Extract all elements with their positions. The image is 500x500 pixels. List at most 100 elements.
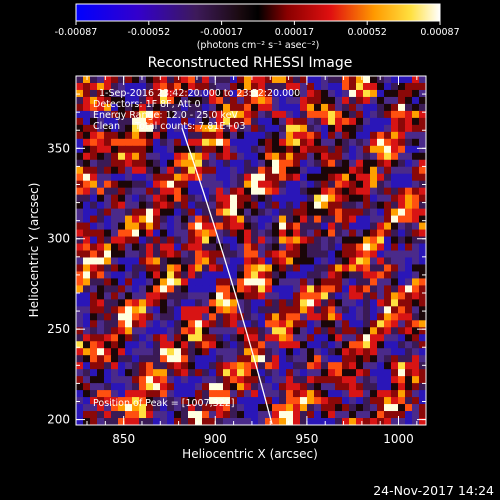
- image-pixel: [118, 138, 126, 147]
- image-pixel: [202, 82, 210, 91]
- image-pixel: [335, 201, 343, 210]
- image-pixel: [83, 229, 91, 237]
- image-pixel: [384, 278, 392, 286]
- image-pixel: [90, 327, 98, 335]
- image-pixel: [293, 334, 301, 342]
- image-pixel: [216, 292, 224, 300]
- image-pixel: [104, 348, 112, 356]
- image-pixel: [419, 236, 427, 244]
- image-pixel: [251, 229, 259, 237]
- image-pixel: [384, 131, 392, 140]
- image-pixel: [174, 306, 182, 314]
- image-pixel: [97, 383, 105, 391]
- image-pixel: [300, 96, 308, 105]
- image-pixel: [181, 278, 189, 286]
- image-pixel: [160, 404, 168, 412]
- image-pixel: [335, 173, 343, 182]
- image-pixel: [412, 229, 420, 237]
- image-pixel: [230, 159, 238, 168]
- image-pixel: [167, 313, 175, 321]
- colorbar: -0.00087 -0.00052 -0.00017 0.00017 0.00052 0.…: [55, 3, 460, 51]
- image-pixel: [349, 257, 357, 265]
- image-pixel: [265, 334, 273, 342]
- image-pixel: [307, 124, 315, 133]
- image-pixel: [363, 110, 371, 119]
- image-pixel: [335, 152, 343, 161]
- image-pixel: [314, 411, 322, 419]
- image-pixel: [223, 138, 231, 147]
- image-pixel: [342, 257, 350, 265]
- image-pixel: [265, 76, 273, 84]
- image-pixel: [139, 278, 147, 286]
- image-pixel: [83, 236, 91, 244]
- image-pixel: [118, 341, 126, 349]
- image-pixel: [97, 222, 105, 230]
- image-pixel: [286, 348, 294, 356]
- image-pixel: [237, 173, 245, 182]
- image-pixel: [111, 418, 119, 426]
- image-pixel: [202, 292, 210, 300]
- image-pixel: [258, 390, 266, 398]
- image-pixel: [118, 131, 126, 140]
- image-pixel: [293, 243, 301, 251]
- image-pixel: [293, 201, 301, 210]
- image-pixel: [363, 341, 371, 349]
- image-pixel: [230, 166, 238, 175]
- image-pixel: [342, 348, 350, 356]
- image-pixel: [174, 131, 182, 140]
- image-pixel: [146, 145, 154, 154]
- image-pixel: [216, 418, 224, 426]
- image-pixel: [342, 285, 350, 293]
- image-pixel: [118, 76, 126, 84]
- image-pixel: [118, 222, 126, 230]
- image-pixel: [244, 152, 252, 161]
- image-pixel: [244, 229, 252, 237]
- image-pixel: [370, 194, 378, 203]
- image-pixel: [111, 215, 119, 223]
- image-pixel: [356, 355, 364, 363]
- image-pixel: [167, 173, 175, 182]
- image-pixel: [307, 257, 315, 265]
- image-pixel: [83, 299, 91, 307]
- image-pixel: [139, 327, 147, 335]
- image-pixel: [265, 250, 273, 258]
- image-pixel: [377, 320, 385, 328]
- image-pixel: [111, 369, 119, 377]
- image-pixel: [321, 103, 329, 112]
- image-pixel: [349, 103, 357, 112]
- image-pixel: [111, 348, 119, 356]
- image-pixel: [370, 201, 378, 210]
- image-pixel: [405, 89, 413, 98]
- image-pixel: [349, 264, 357, 272]
- image-pixel: [293, 82, 301, 91]
- image-pixel: [223, 131, 231, 140]
- image-pixel: [419, 96, 427, 105]
- image-pixel: [328, 103, 336, 112]
- image-pixel: [363, 397, 371, 405]
- image-pixel: [97, 334, 105, 342]
- image-pixel: [328, 397, 336, 405]
- image-pixel: [160, 362, 168, 370]
- image-pixel: [230, 376, 238, 384]
- image-pixel: [419, 124, 427, 133]
- image-pixel: [328, 76, 336, 84]
- image-pixel: [286, 89, 294, 98]
- image-pixel: [202, 278, 210, 286]
- image-pixel: [90, 222, 98, 230]
- image-pixel: [342, 145, 350, 154]
- image-pixel: [335, 271, 343, 279]
- image-pixel: [363, 187, 371, 196]
- image-pixel: [328, 390, 336, 398]
- image-pixel: [300, 166, 308, 175]
- image-pixel: [76, 362, 84, 370]
- image-pixel: [209, 103, 217, 112]
- image-pixel: [167, 229, 175, 237]
- image-pixel: [181, 236, 189, 244]
- image-pixel: [258, 187, 266, 196]
- image-pixel: [76, 201, 84, 210]
- image-pixel: [391, 229, 399, 237]
- image-pixel: [153, 264, 161, 272]
- image-pixel: [153, 145, 161, 154]
- image-pixel: [279, 320, 287, 328]
- image-pixel: [349, 180, 357, 189]
